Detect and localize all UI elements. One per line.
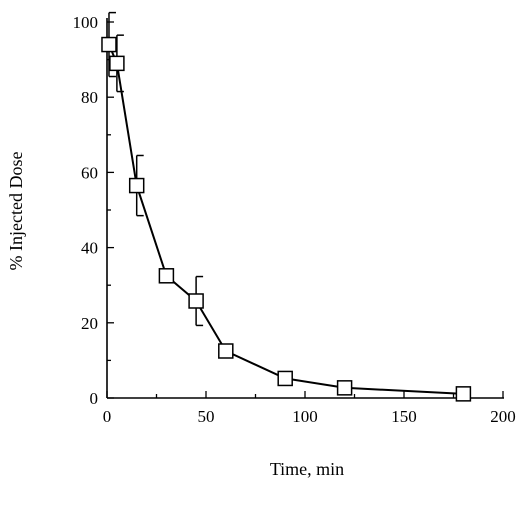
x-tick-label: 0 — [103, 407, 112, 426]
x-axis-title: Time, min — [270, 459, 344, 479]
data-point — [109, 55, 125, 72]
data-point — [188, 293, 204, 309]
data-point — [158, 268, 175, 284]
x-tick-label: 50 — [198, 407, 215, 426]
y-tick-label: 20 — [81, 314, 98, 333]
data-point — [218, 343, 234, 359]
y-tick-label: 0 — [90, 389, 99, 408]
y-tick-label: 40 — [81, 239, 98, 258]
x-tick-label: 200 — [490, 407, 516, 426]
series-line — [108, 44, 464, 395]
y-tick-label: 100 — [73, 13, 99, 32]
data-point — [455, 386, 472, 402]
data-point — [128, 177, 145, 194]
data-point — [101, 36, 117, 53]
data-point — [277, 370, 293, 387]
data-point — [336, 380, 353, 396]
axes: 0 50 100 150 200 0 20 40 60 80 100 — [73, 13, 516, 426]
y-tick-label: 80 — [81, 88, 98, 107]
data-markers — [101, 36, 472, 402]
y-axis-title: % Injected Dose — [6, 152, 26, 271]
y-tick-label: 60 — [81, 163, 98, 182]
x-tick-label: 150 — [391, 407, 417, 426]
data-series — [108, 44, 464, 395]
x-tick-label: 100 — [292, 407, 318, 426]
